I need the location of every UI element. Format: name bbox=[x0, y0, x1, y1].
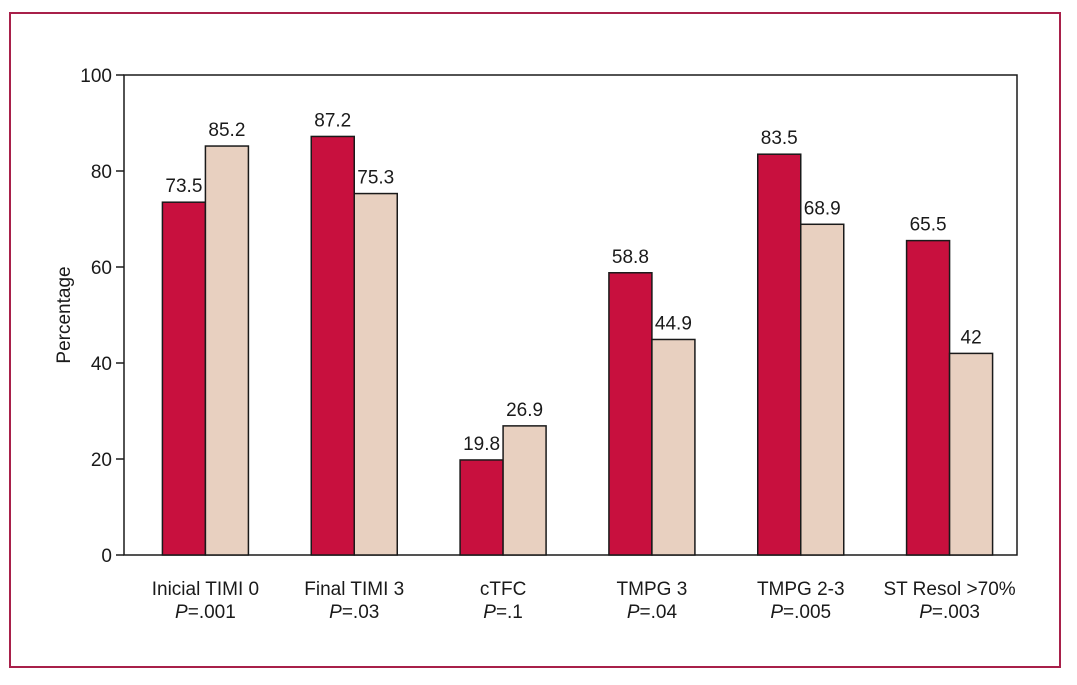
data-label: 58.8 bbox=[612, 247, 649, 268]
p-value-label: P=.005 bbox=[770, 602, 831, 623]
p-value: =.03 bbox=[342, 602, 380, 623]
category-label: cTFC bbox=[480, 579, 526, 600]
data-label: 75.3 bbox=[357, 168, 394, 189]
p-value: =.1 bbox=[496, 602, 523, 623]
y-tick-label: 80 bbox=[91, 162, 112, 183]
bar-series2-3 bbox=[651, 338, 696, 556]
p-value-label: P=.001 bbox=[175, 602, 236, 623]
bars-group: 73.5 85.2 87.2 75.3 19.8 26.9 58.8 44.9 83.5 68.9… bbox=[161, 110, 994, 556]
category-label: TMPG 2-3 bbox=[757, 579, 845, 600]
bar-series1-0 bbox=[161, 201, 207, 556]
category-label: Final TIMI 3 bbox=[304, 579, 404, 600]
data-label: 68.9 bbox=[804, 198, 841, 219]
bar-series1-1 bbox=[310, 135, 355, 556]
p-symbol: P bbox=[175, 602, 188, 623]
category-label: Inicial TIMI 0 bbox=[152, 579, 259, 600]
data-label: 26.9 bbox=[506, 400, 543, 421]
bar-series1-4 bbox=[757, 153, 802, 556]
p-value-label: P=.03 bbox=[329, 602, 379, 623]
p-symbol: P bbox=[627, 602, 640, 623]
p-value-label: P=.1 bbox=[483, 602, 523, 623]
p-value-label: P=.003 bbox=[919, 602, 980, 623]
p-value: =.005 bbox=[783, 602, 831, 623]
p-symbol: P bbox=[770, 602, 783, 623]
p-value-label: P=.04 bbox=[627, 602, 678, 623]
data-label: 44.9 bbox=[655, 313, 692, 334]
plot-area bbox=[123, 74, 1018, 556]
p-value: =.003 bbox=[932, 602, 980, 623]
p-symbol: P bbox=[329, 602, 342, 623]
data-label: 83.5 bbox=[761, 128, 798, 149]
bar-series1-2 bbox=[459, 459, 504, 556]
p-value: =.001 bbox=[188, 602, 236, 623]
y-tick-label: 20 bbox=[91, 450, 112, 471]
y-axis-title: Percentage bbox=[54, 266, 75, 363]
data-label: 87.2 bbox=[314, 110, 351, 131]
p-symbol: P bbox=[483, 602, 496, 623]
p-symbol: P bbox=[919, 602, 932, 623]
y-axis: 0 20 40 60 80 100 bbox=[80, 66, 124, 567]
bar-series1-5 bbox=[905, 239, 951, 556]
bar-series2-0 bbox=[204, 145, 250, 556]
data-label: 42 bbox=[961, 327, 982, 348]
y-tick-label: 0 bbox=[101, 546, 112, 567]
category-label: ST Resol >70% bbox=[883, 579, 1015, 600]
y-tick-label: 40 bbox=[91, 354, 112, 375]
p-value: =.04 bbox=[640, 602, 678, 623]
bar-series2-4 bbox=[800, 223, 845, 556]
bar-series2-1 bbox=[353, 192, 398, 556]
data-label: 19.8 bbox=[463, 434, 500, 455]
bar-series2-5 bbox=[948, 352, 994, 556]
y-tick-label: 100 bbox=[80, 66, 112, 87]
bar-series1-3 bbox=[608, 272, 653, 556]
data-label: 73.5 bbox=[165, 176, 202, 197]
data-label: 85.2 bbox=[208, 120, 245, 141]
data-label: 65.5 bbox=[910, 215, 947, 236]
bar-series2-2 bbox=[502, 425, 547, 556]
y-tick-label: 60 bbox=[91, 258, 112, 279]
category-label: TMPG 3 bbox=[617, 579, 688, 600]
